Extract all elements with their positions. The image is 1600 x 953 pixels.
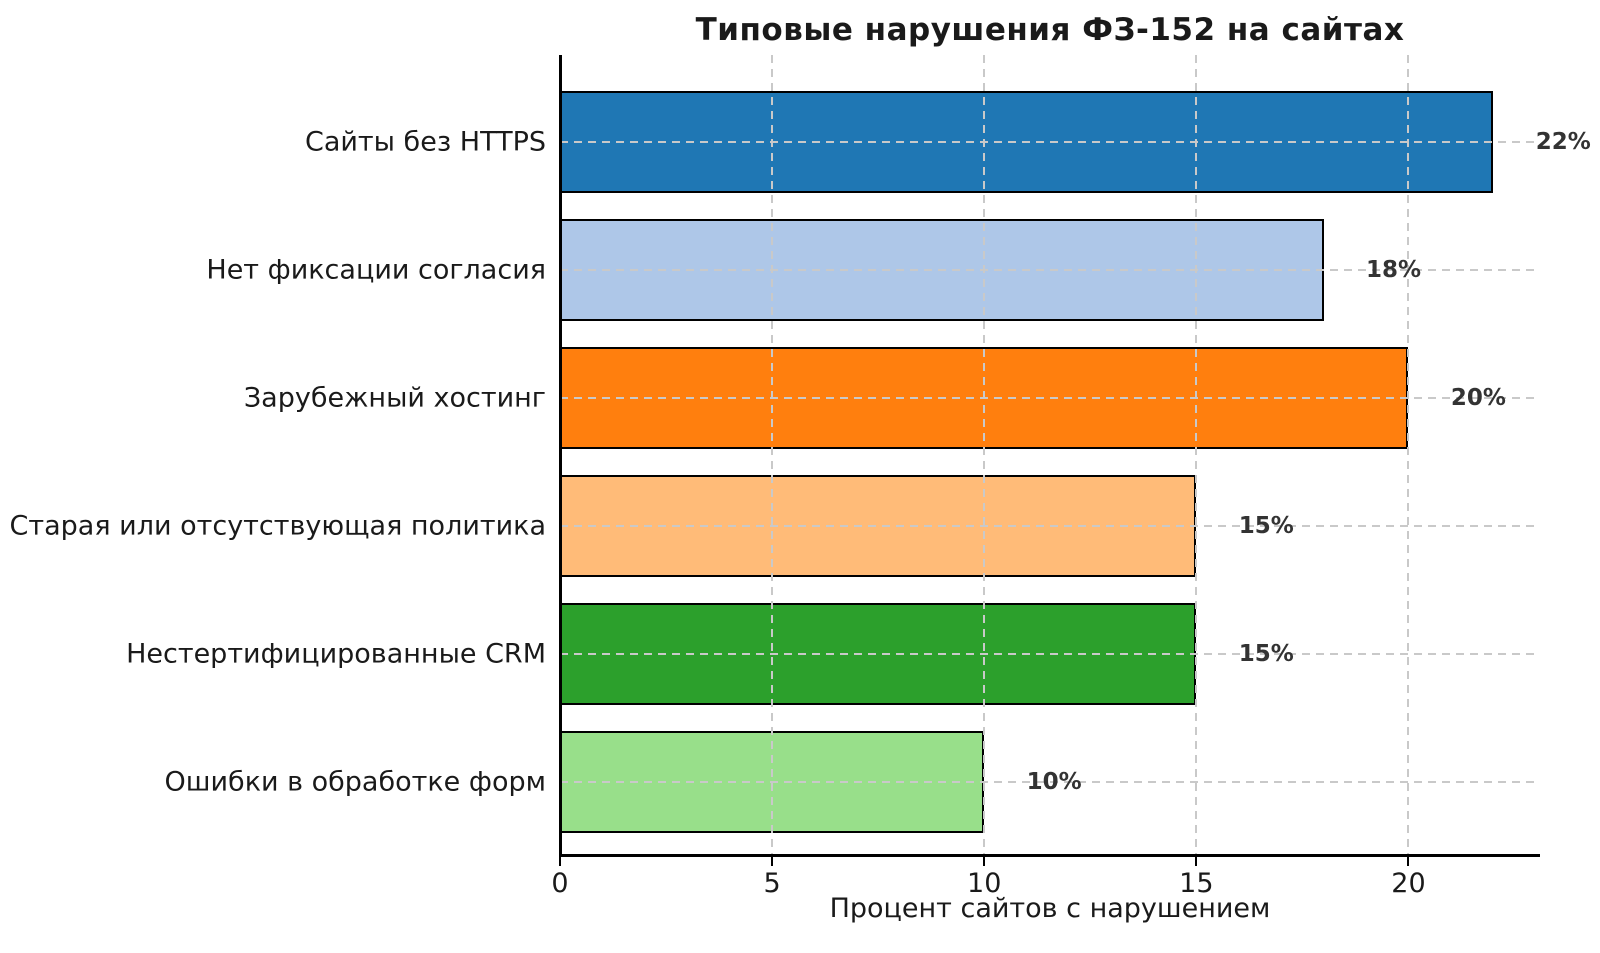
gridline-horizontal — [560, 269, 1540, 271]
x-axis-tick-label: 10 — [967, 868, 1002, 899]
bar-value-label: 10% — [1026, 769, 1082, 795]
x-axis-tick-label: 15 — [1179, 868, 1214, 899]
x-axis-tick — [983, 857, 986, 866]
x-axis-tick-label: 20 — [1391, 868, 1426, 899]
gridline-horizontal — [560, 653, 1540, 655]
category-label: Старая или отсутствующая политика — [9, 510, 546, 542]
gridline-vertical — [1407, 55, 1410, 855]
category-label: Нестертифицированные CRM — [126, 638, 546, 670]
gridline-horizontal — [560, 397, 1540, 399]
gridline-vertical — [983, 55, 986, 855]
gridline-vertical — [1195, 55, 1198, 855]
x-axis-title: Процент сайтов с нарушением — [829, 893, 1271, 924]
x-axis-line — [559, 854, 1540, 857]
bar-value-label: 15% — [1238, 641, 1294, 667]
y-axis-line — [559, 55, 562, 855]
gridline-horizontal — [560, 141, 1540, 143]
gridline-horizontal — [560, 525, 1540, 527]
bar-value-label: 20% — [1450, 385, 1506, 411]
category-label: Зарубежный хостинг — [243, 382, 546, 414]
bar-value-label: 15% — [1238, 513, 1294, 539]
x-axis-tick-label: 5 — [763, 868, 781, 899]
category-label: Нет фиксации согласия — [206, 254, 546, 286]
gridline-vertical — [771, 55, 774, 855]
gridline-horizontal — [560, 781, 1540, 783]
bar-value-label: 22% — [1535, 129, 1591, 155]
chart-title: Типовые нарушения ФЗ-152 на сайтах — [695, 12, 1405, 48]
category-label: Сайты без HTTPS — [304, 126, 546, 158]
category-label: Ошибки в обработке форм — [164, 766, 546, 798]
bar-value-label: 18% — [1366, 257, 1422, 283]
x-axis-tick — [771, 857, 774, 866]
x-axis-tick — [1195, 857, 1198, 866]
x-axis-tick — [559, 857, 561, 866]
x-axis-tick-label: 0 — [551, 868, 569, 899]
x-axis-tick — [1407, 857, 1410, 866]
